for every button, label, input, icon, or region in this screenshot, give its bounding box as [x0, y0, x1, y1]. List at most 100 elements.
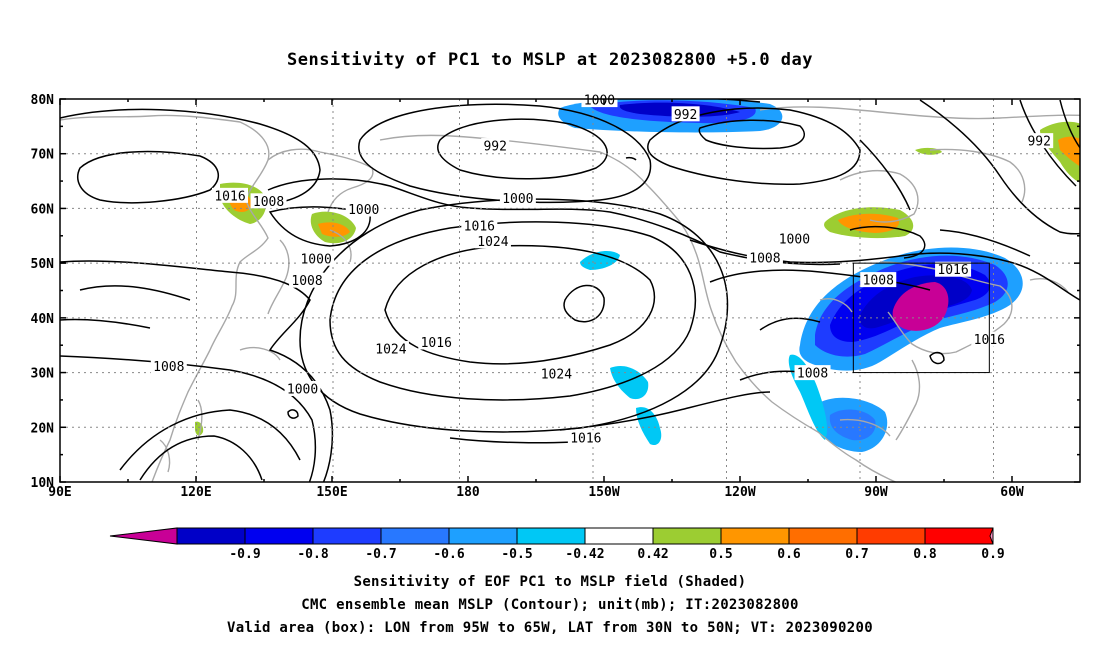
contour-label: 1016 — [461, 217, 498, 234]
colorbar-label: 0.42 — [637, 547, 668, 562]
contour-label: 1016 — [935, 261, 972, 278]
svg-text:1000: 1000 — [300, 252, 331, 267]
contour-label: 1024 — [538, 366, 575, 383]
colorbar-label: 0.6 — [777, 547, 801, 562]
colorbar-over-triangle — [989, 527, 994, 545]
contour-label: 992 — [481, 138, 510, 155]
contour-label: 1024 — [474, 233, 511, 250]
contour-label: 1000 — [776, 231, 813, 248]
latitude-label: 40N — [31, 312, 55, 327]
colorbar-label: 0.9 — [981, 547, 1004, 562]
contour-label: 1008 — [150, 358, 187, 375]
svg-text:1016: 1016 — [421, 336, 452, 351]
latitude-label: 50N — [31, 257, 55, 272]
colorbar-label: -0.7 — [365, 547, 396, 562]
longitude-label: 60W — [1000, 485, 1024, 500]
svg-text:1000: 1000 — [502, 192, 533, 207]
colorbar-segment — [516, 527, 586, 545]
contour-label: 1008 — [860, 272, 897, 289]
colorbar-under-triangle — [109, 527, 178, 545]
svg-text:1024: 1024 — [375, 343, 406, 358]
colorbar-segment — [720, 527, 790, 545]
contour-label: 1000 — [345, 201, 382, 218]
longitude-label: 150E — [316, 485, 347, 500]
svg-text:1000: 1000 — [348, 203, 379, 218]
colorbar — [109, 527, 994, 545]
colorbar-label: 0.8 — [913, 547, 937, 562]
longitude-label: 120E — [180, 485, 211, 500]
contour-label: 1000 — [581, 92, 618, 109]
colorbar-segment — [652, 527, 722, 545]
colorbar-label: -0.9 — [229, 547, 260, 562]
contour-label: 1016 — [418, 334, 455, 351]
svg-text:1024: 1024 — [477, 235, 508, 250]
svg-text:992: 992 — [674, 108, 697, 123]
colorbar-label: 0.5 — [709, 547, 732, 562]
colorbar-segment — [312, 527, 382, 545]
longitude-label: 120W — [724, 485, 755, 500]
colorbar-label: -0.8 — [297, 547, 328, 562]
svg-text:1016: 1016 — [214, 189, 245, 204]
svg-text:992: 992 — [483, 140, 506, 155]
latitude-label: 10N — [31, 476, 55, 491]
colorbar-labels: -0.9 -0.8 -0.7 -0.6 -0.5 -0.42 0.42 0.5 0.6 0.7 0.… — [229, 547, 1004, 562]
latitude-label: 60N — [31, 202, 55, 217]
longitude-label: 90W — [864, 485, 888, 500]
axis-ticks — [59, 98, 1080, 483]
svg-text:1008: 1008 — [253, 195, 284, 210]
svg-text:1000: 1000 — [287, 382, 318, 397]
contour-label: 1024 — [372, 341, 409, 358]
svg-text:1016: 1016 — [570, 432, 601, 447]
graticule — [60, 99, 1080, 482]
svg-text:1008: 1008 — [863, 274, 894, 289]
latitude-labels: 80N 70N 60N 50N 40N 30N 20N 10N — [31, 93, 55, 491]
contour-label: 992 — [671, 106, 700, 123]
colorbar-segment — [380, 527, 450, 545]
longitude-label: 90E — [48, 485, 71, 500]
latitude-label: 30N — [31, 367, 55, 382]
svg-text:1016: 1016 — [937, 263, 968, 278]
contour-label: 1008 — [794, 365, 831, 382]
contour-label: 1016 — [212, 187, 248, 204]
svg-text:992: 992 — [1027, 135, 1050, 150]
footer-line-2: CMC ensemble mean MSLP (Contour); unit(m… — [301, 597, 799, 613]
colorbar-segment — [856, 527, 926, 545]
footer-line-3: Valid area (box): LON from 95W to 65W, L… — [227, 620, 873, 636]
colorbar-label: 0.7 — [845, 547, 868, 562]
colorbar-segment — [788, 527, 858, 545]
contour-label: 992 — [1025, 133, 1054, 150]
contour-label: 1008 — [746, 250, 783, 267]
svg-text:1008: 1008 — [291, 274, 322, 289]
colorbar-segment — [448, 527, 518, 545]
svg-text:1024: 1024 — [541, 368, 572, 383]
colorbar-segment — [176, 527, 246, 545]
contour-label: 1000 — [499, 190, 536, 207]
latitude-label: 20N — [31, 421, 55, 436]
latitude-label: 80N — [31, 93, 55, 108]
longitude-labels: 90E 120E 150E 180 150W 120W 90W 60W — [48, 485, 1024, 500]
contour-label: 1000 — [298, 250, 335, 267]
svg-text:1008: 1008 — [797, 367, 828, 382]
svg-text:1000: 1000 — [779, 233, 810, 248]
svg-text:1000: 1000 — [584, 94, 615, 109]
contour-label: 1000 — [284, 380, 321, 397]
colorbar-label: -0.42 — [565, 547, 604, 562]
svg-text:1016: 1016 — [464, 219, 495, 234]
longitude-label: 150W — [588, 485, 619, 500]
colorbar-label: -0.5 — [501, 547, 532, 562]
footer-line-1: Sensitivity of EOF PC1 to MSLP field (Sh… — [353, 574, 747, 590]
svg-text:1008: 1008 — [749, 252, 780, 267]
contour-label: 1008 — [250, 193, 287, 210]
contour-label: 1008 — [289, 272, 326, 289]
colorbar-segment — [924, 527, 994, 545]
map-title: Sensitivity of PC1 to MSLP at 2023082800… — [286, 50, 813, 70]
colorbar-label: -0.6 — [433, 547, 464, 562]
latitude-label: 70N — [31, 148, 55, 163]
colorbar-segment — [584, 527, 654, 545]
colorbar-segment — [244, 527, 314, 545]
valid-area-box — [852, 262, 990, 374]
longitude-label: 180 — [456, 485, 480, 500]
svg-text:1008: 1008 — [153, 360, 184, 375]
